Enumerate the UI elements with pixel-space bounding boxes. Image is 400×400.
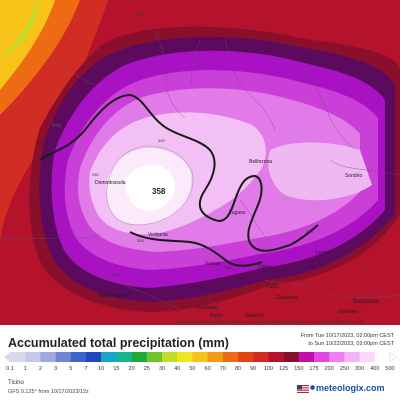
scale-tick-label: 125: [279, 366, 289, 372]
scale-tick-label: 25: [143, 366, 150, 372]
color-scale: [4, 352, 396, 362]
place-dalmine: Dalmine: [339, 309, 358, 315]
place-lecco: Lecco: [316, 250, 330, 256]
place-brig: Brig: [52, 123, 61, 129]
scale-tick-label: 70: [219, 366, 226, 372]
scale-segment: [10, 352, 26, 362]
scale-tick-label: 40: [174, 366, 181, 372]
scale-segment: [374, 352, 391, 362]
max-value-label: 358: [152, 187, 166, 196]
scale-tick-label: 0.1: [6, 366, 14, 372]
scale-segment: [238, 352, 254, 362]
brand-name[interactable]: meteologix.com: [316, 383, 385, 393]
contour-label: 300: [137, 238, 144, 243]
scale-segment: [25, 352, 41, 362]
scale-segment: [70, 352, 87, 362]
contour-label: 150: [225, 265, 232, 270]
scale-segment: [329, 352, 345, 362]
contour-label: 100: [136, 12, 143, 17]
scale-tick-label: 200: [324, 366, 334, 372]
scale-segment: [131, 352, 148, 362]
place-bergamo: Bergamo: [353, 298, 380, 305]
scale-segment: [116, 352, 132, 362]
place-giussano: Giussano: [276, 295, 298, 301]
scale-segment: [344, 352, 360, 362]
scale-segment: [298, 352, 315, 362]
scale-tick-label: 7: [84, 366, 88, 372]
period-to: to Sun 10/22/2023, 02:00pm CEST: [308, 341, 394, 347]
map-attribution: Map data © OpenStreetMap contributors, r…: [178, 319, 364, 324]
scale-segment: [162, 352, 178, 362]
scale-segment: [86, 352, 102, 362]
place-saronno: Saronno: [245, 313, 264, 319]
place-como: Como: [258, 264, 272, 270]
us-flag-icon[interactable]: [297, 385, 309, 393]
place-cantu: Cantù: [266, 284, 280, 290]
scale-segment: [253, 352, 269, 362]
region-name: Ticino: [8, 380, 24, 386]
color-scale-ticks: 0.1 1 2 3 5 7 10 15 20 25 30 40 50 60 70 80 90 100 125 150 1…: [0, 366, 400, 374]
place-lugano: Lugano: [229, 210, 246, 216]
contour-label: 300: [158, 138, 165, 143]
scale-segment: [268, 352, 284, 362]
contour-label: 200: [164, 46, 171, 51]
scale-tick-label: 300: [355, 366, 365, 372]
scale-segment: [146, 352, 163, 362]
scale-tick-label: 30: [158, 366, 166, 372]
isohyet-300: [106, 145, 194, 226]
scale-tick-label: 15: [113, 366, 120, 372]
place-borgomanero: Borgomanero: [99, 293, 130, 299]
scale-segment: [314, 352, 330, 362]
scale-tick-label: 150: [294, 366, 304, 372]
scale-segment: [207, 352, 224, 362]
band-max-core: [125, 164, 176, 211]
scale-tick-label: 60: [204, 366, 211, 372]
scale-tick-label: 80: [234, 366, 242, 372]
country-border: [39, 93, 319, 267]
contour-label: 250: [284, 42, 291, 47]
scale-tick-label: 100: [263, 366, 273, 372]
region-borders: [0, 29, 400, 323]
scale-segment: [40, 352, 56, 362]
place-varese: Varese: [205, 261, 221, 267]
legend-panel: Accumulated total precipitation (mm) Fro…: [0, 325, 400, 400]
precipitation-map: [0, 0, 400, 325]
period-from: From Tue 10/17/2023, 02:00pm CEST: [300, 333, 394, 339]
scale-tick-label: 400: [370, 366, 380, 372]
scale-tick-label: 1: [23, 366, 27, 372]
place-bellinzona: Bellinzona: [249, 159, 273, 165]
scale-segment: [55, 352, 72, 362]
contour-label: 200: [113, 272, 120, 277]
contour-label: 250: [92, 172, 99, 177]
scale-tick-label: 50: [189, 366, 196, 372]
model-run: GFS 0.125° from 10/17/2023/12z: [8, 389, 89, 395]
scale-segment: [359, 352, 376, 362]
map-title: Accumulated total precipitation (mm): [8, 336, 229, 350]
scale-tick-label: 175: [309, 366, 319, 372]
band-300b: [268, 142, 372, 201]
scale-segment: [222, 352, 239, 362]
scale-tick-label: 3: [54, 366, 58, 372]
scale-segment: [283, 352, 300, 362]
place-sondrio: Sondrio: [345, 173, 363, 179]
scale-tick-label: 2: [38, 366, 42, 372]
scale-tick-label: 250: [339, 366, 349, 372]
scale-segment: [192, 352, 208, 362]
scale-tick-label: 5: [69, 366, 73, 372]
place-verbania: Verbania: [148, 232, 168, 238]
scale-tick-label: 90: [250, 366, 257, 372]
place-busto: Busto: [210, 313, 223, 319]
place-domodossola: Domodossola: [95, 180, 126, 186]
scale-segment: [101, 352, 117, 362]
scale-arrow-low: [4, 352, 10, 362]
scale-tick-label: 500: [385, 366, 395, 372]
brand-logo-icon: [310, 385, 315, 390]
contour-label: 250: [306, 229, 313, 234]
place-gallarate: Gallarate: [197, 305, 218, 311]
scale-segment: [177, 352, 193, 362]
scale-tick-label: 20: [128, 366, 135, 372]
scale-tick-label: 10: [98, 366, 105, 372]
contour-label: 200: [378, 226, 385, 231]
scale-arrow-high: [389, 352, 396, 362]
